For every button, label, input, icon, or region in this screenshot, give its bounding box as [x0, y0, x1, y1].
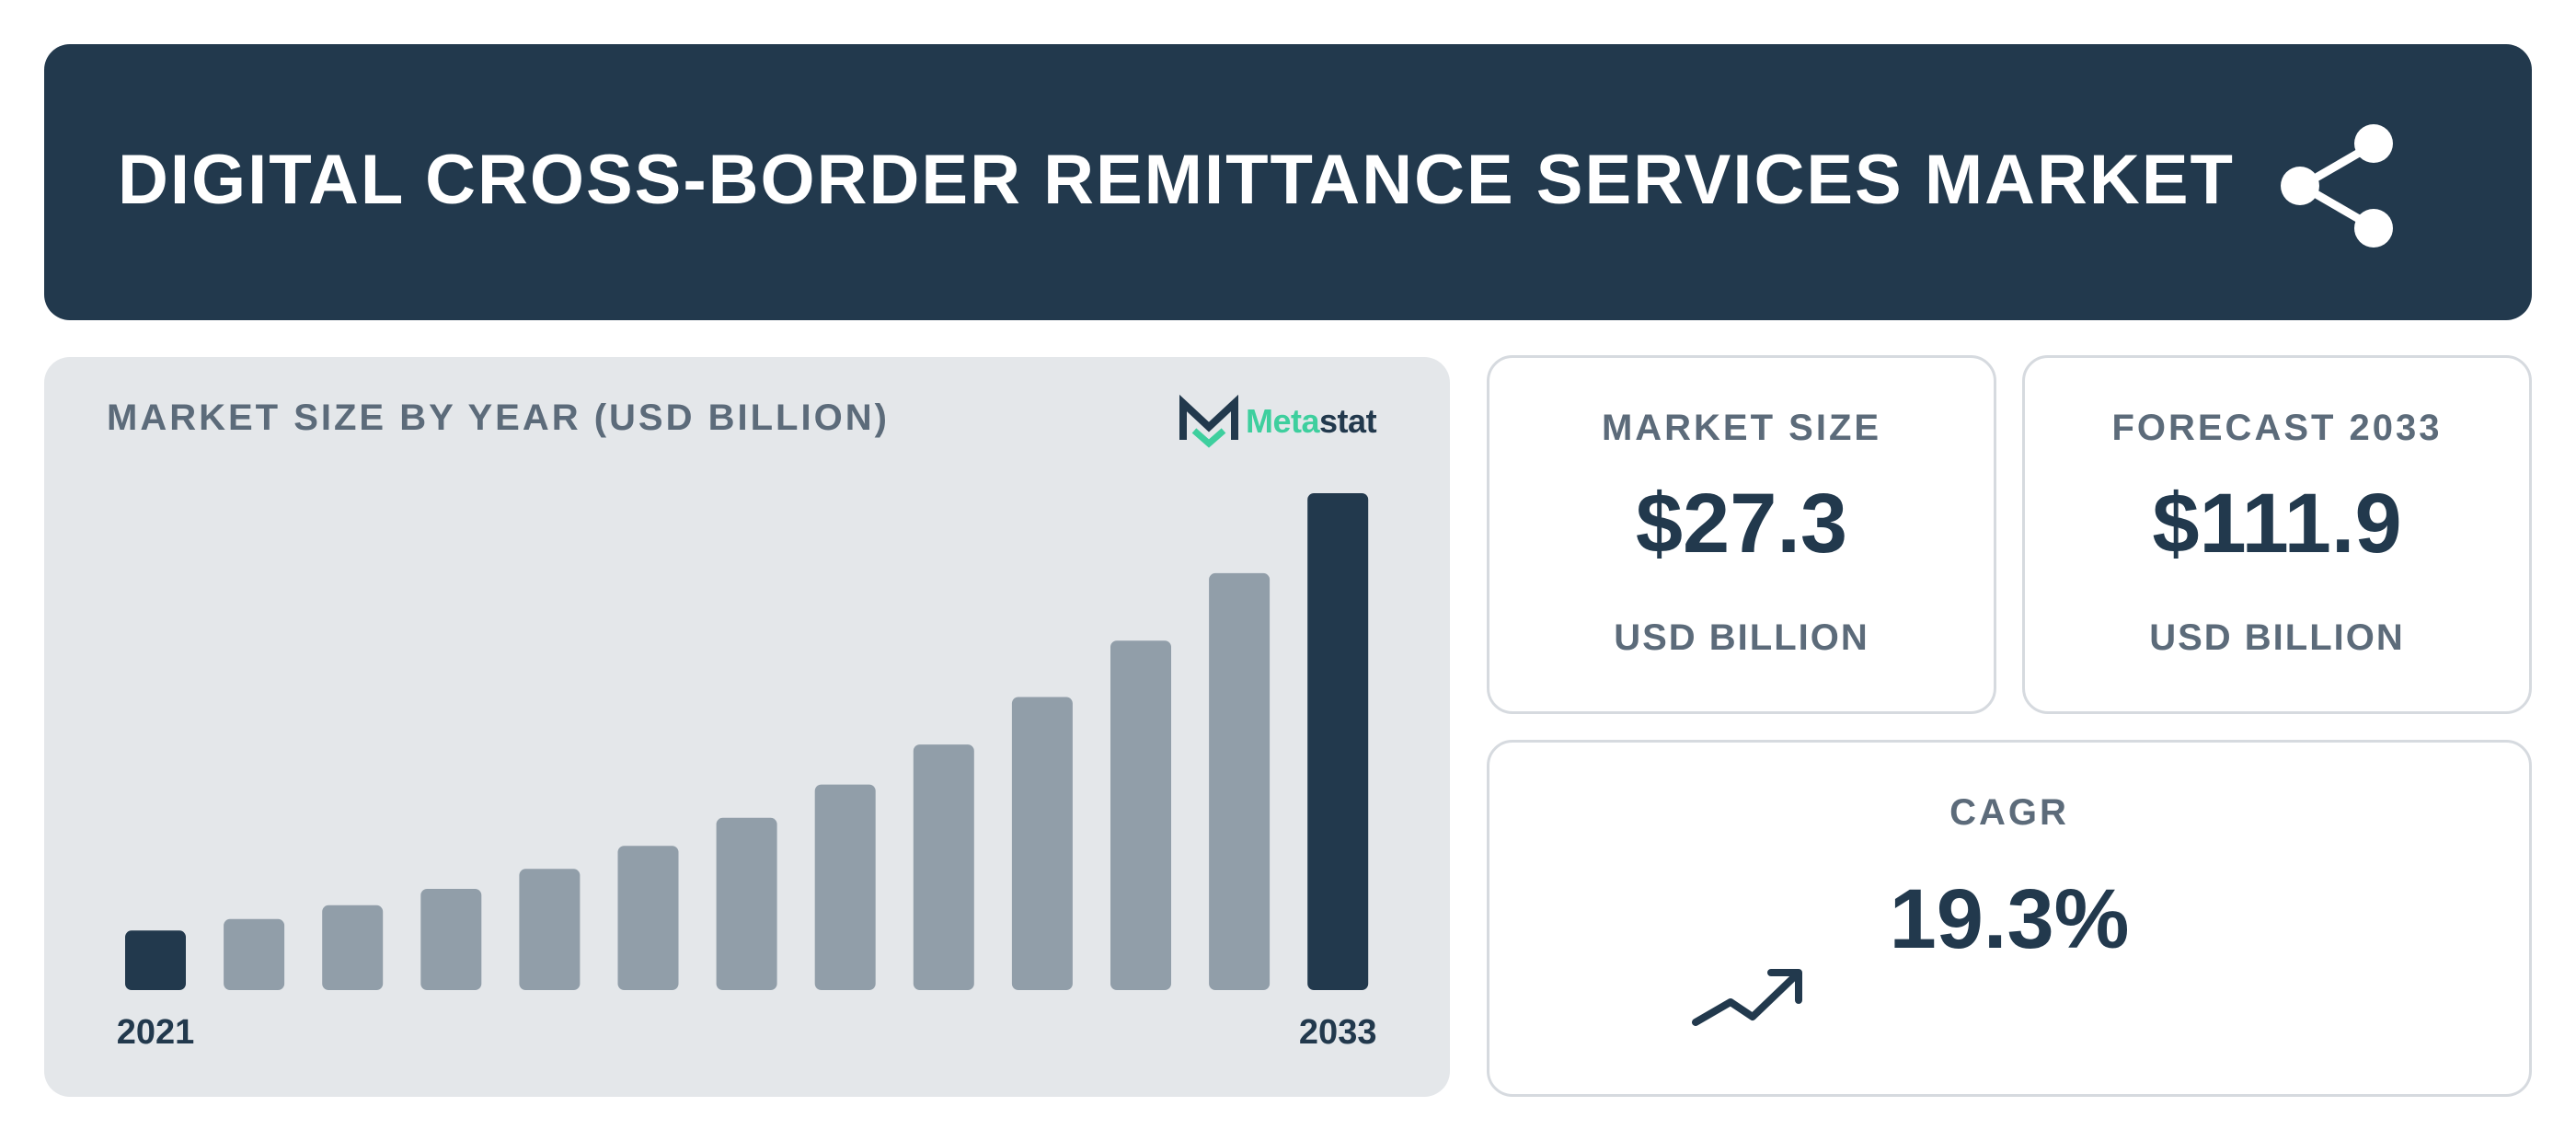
cagr-value: 19.3%: [1889, 872, 2130, 966]
forecast-card: FORECAST 2033 $111.9 USD BILLION: [2022, 355, 2532, 714]
market-size-label: MARKET SIZE: [1601, 408, 1882, 448]
bar-2033: [1307, 493, 1369, 990]
forecast-unit: USD BILLION: [2149, 617, 2405, 658]
chart-title: MARKET SIZE BY YEAR (USD BILLION): [107, 398, 890, 438]
bar-2028: [814, 784, 876, 990]
bar-2021: [125, 930, 186, 990]
forecast-label: FORECAST 2033: [2111, 408, 2443, 448]
bar-2022: [224, 918, 285, 990]
forecast-value: $111.9: [2152, 477, 2402, 570]
page-title: DIGITAL CROSS-BORDER REMITTANCE SERVICES…: [118, 141, 2235, 219]
bar-2025: [519, 869, 581, 990]
market-size-value: $27.3: [1635, 477, 1848, 570]
cagr-label: CAGR: [1949, 792, 2069, 833]
share-icon[interactable]: [2278, 121, 2407, 250]
chart-panel: MARKET SIZE BY YEAR (USD BILLION) Metast…: [44, 357, 1450, 1097]
metastat-logo-mark: [1179, 394, 1238, 448]
bar-2023: [322, 905, 384, 990]
bar-2029: [913, 744, 974, 990]
bar-2030: [1011, 697, 1073, 990]
logo-text: Metastat: [1246, 394, 1377, 449]
bar-2027: [716, 817, 777, 990]
x-tick-label-2021: 2021: [117, 1013, 195, 1052]
bar-2024: [420, 889, 482, 990]
x-tick-label-2033: 2033: [1299, 1013, 1377, 1052]
cagr-card: CAGR 19.3%: [1487, 740, 2532, 1097]
header-banner: DIGITAL CROSS-BORDER REMITTANCE SERVICES…: [44, 44, 2532, 320]
logo-text-meta: Meta: [1246, 402, 1320, 440]
trend-up-icon: [1692, 969, 1802, 1026]
market-size-card: MARKET SIZE $27.3 USD BILLION: [1487, 355, 1996, 714]
market-size-unit: USD BILLION: [1614, 617, 1869, 658]
bar-2026: [617, 846, 679, 990]
bar-2032: [1209, 572, 1271, 990]
bar-chart: 2021 2033: [117, 493, 1377, 1052]
logo-text-stat: stat: [1319, 402, 1377, 440]
bar-2031: [1110, 640, 1171, 990]
metastat-logo: Metastat: [1178, 394, 1417, 449]
